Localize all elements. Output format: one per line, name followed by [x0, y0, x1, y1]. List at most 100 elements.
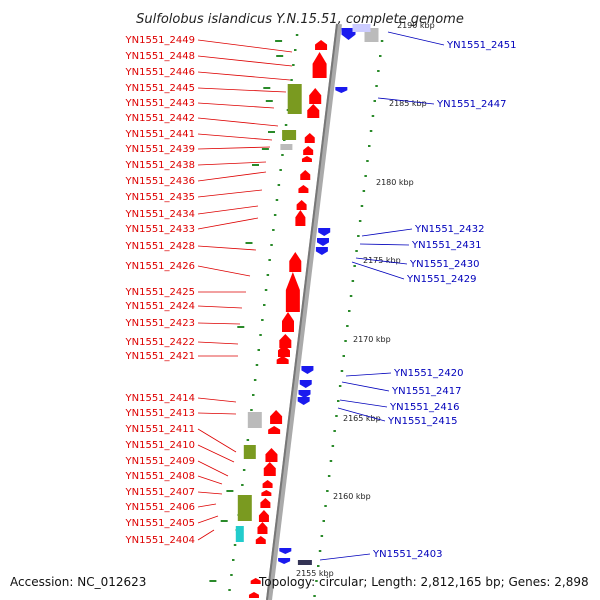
gc-tick-outer — [348, 310, 351, 312]
gc-tick-inner — [273, 214, 277, 216]
right-gene-label: YN1551_2417 — [391, 386, 462, 397]
gc-tick-inner — [275, 199, 279, 201]
gc-tick-inner — [292, 64, 295, 66]
gc-tick-outer — [340, 370, 344, 372]
forward-gene-arrow — [309, 88, 322, 104]
reverse-gene-arrow — [316, 238, 329, 246]
forward-gene-arrow — [277, 345, 290, 357]
forward-gene-arrow — [312, 52, 327, 78]
gc-skew-bar — [265, 100, 273, 102]
right-gene-label: YN1551_2451 — [446, 40, 517, 51]
left-gene-label: YN1551_2438 — [125, 160, 196, 171]
cyan-feature — [235, 526, 244, 542]
left-gene-label: YN1551_2423 — [125, 318, 196, 329]
left-gene-label: YN1551_2409 — [125, 456, 196, 467]
accession-text: Accession: NC_012623 — [10, 575, 146, 589]
left-gene-leader — [197, 428, 237, 453]
scale-label: 2160 kbp — [333, 492, 371, 501]
scale-label: 2190 kbp — [397, 21, 435, 30]
gc-skew-bar — [252, 164, 259, 166]
left-gene-leader — [197, 460, 229, 477]
left-gene-leader — [197, 161, 267, 166]
gc-tick-outer — [333, 430, 336, 432]
gc-tick-inner — [246, 439, 250, 441]
left-gene-label: YN1551_2433 — [125, 224, 196, 235]
right-gene-leader — [337, 407, 386, 422]
forward-gene-arrow — [295, 210, 306, 226]
left-gene-label: YN1551_2439 — [125, 144, 196, 155]
cog-feature — [287, 84, 302, 114]
scale-label: 2180 kbp — [376, 178, 414, 187]
gc-tick-outer — [371, 115, 375, 117]
reverse-gene-arrow — [315, 247, 328, 255]
left-gene-label: YN1551_2428 — [125, 241, 196, 252]
gc-tick-outer — [368, 145, 371, 147]
gc-tick-outer — [342, 355, 345, 357]
gc-tick-outer — [360, 205, 364, 207]
left-gene-label: YN1551_2443 — [125, 98, 196, 109]
gc-tick-outer — [380, 40, 384, 42]
gc-tick-outer — [362, 190, 366, 192]
scale-label: 2185 kbp — [389, 99, 427, 108]
left-gene-leader — [197, 341, 239, 345]
left-gene-label: YN1551_2406 — [125, 502, 196, 513]
scale-labels: 2190 kbp 2185 kbp 2180 kbp 2175 kbp 2170 kbp… — [296, 21, 435, 578]
right-gene-label: YN1551_2415 — [387, 416, 458, 427]
right-gene-label: YN1551_2416 — [389, 402, 460, 413]
left-gene-leader — [197, 171, 267, 182]
reverse-gene-arrow — [279, 548, 292, 554]
left-gene-leader — [197, 245, 257, 251]
other-feature — [280, 144, 293, 150]
gc-tick-inner — [232, 559, 235, 561]
left-gene-label: YN1551_2411 — [125, 424, 196, 435]
left-gene-leader — [197, 39, 293, 53]
forward-gene-arrow — [298, 185, 309, 193]
left-gene-label: YN1551_2434 — [125, 209, 196, 220]
right-gene-leader — [345, 372, 392, 377]
left-gene-label: YN1551_2414 — [125, 393, 196, 404]
left-gene-leader — [197, 117, 279, 127]
gc-tick-inner — [259, 334, 262, 336]
gc-tick-outer — [335, 415, 338, 417]
forward-gene-arrow — [257, 522, 268, 534]
forward-gene-arrow — [282, 312, 294, 332]
left-gene-label: YN1551_2404 — [125, 535, 196, 546]
forward-gene-arrow — [248, 592, 259, 598]
left-gene-label: YN1551_2424 — [125, 301, 196, 312]
forward-gene-arrow — [250, 578, 261, 584]
left-gene-leader — [197, 444, 235, 463]
gc-skew-bar — [237, 326, 245, 328]
gc-tick-inner — [255, 364, 259, 366]
gc-tick-outer — [373, 100, 376, 102]
cog-feature — [243, 445, 256, 459]
gc-tick-outer — [324, 505, 327, 507]
left-gene-leader — [197, 475, 223, 485]
scale-label: 2170 kbp — [353, 335, 391, 344]
gc-tick-outer — [379, 55, 382, 57]
topology-text: Topology: circular; Length: 2,812,165 bp… — [258, 575, 589, 589]
gc-tick-outer — [337, 400, 340, 402]
right-gene-leader — [355, 257, 408, 265]
left-gene-label: YN1551_2421 — [125, 351, 196, 362]
gc-skew-bar — [220, 520, 228, 522]
left-gene-label: YN1551_2410 — [125, 440, 196, 451]
gc-skew-bar — [263, 87, 271, 89]
scale-label: 2155 kbp — [296, 569, 334, 578]
gc-tick-inner — [294, 49, 297, 51]
gc-tick-inner — [277, 184, 281, 186]
right-gene-leader — [387, 31, 445, 46]
forward-gene-arrow — [315, 40, 328, 50]
left-gene-label: YN1551_2422 — [125, 337, 196, 348]
forward-gene-arrow — [304, 133, 315, 143]
forward-gene-arrow — [301, 156, 312, 162]
right-gene-leader — [339, 399, 388, 408]
left-gene-leader — [197, 412, 237, 415]
gc-tick-inner — [295, 34, 299, 36]
cog-feature — [237, 495, 252, 521]
forward-gene-arrow — [270, 410, 283, 424]
left-gene-label: YN1551_2445 — [125, 83, 196, 94]
gc-skew-bar — [275, 40, 283, 42]
left-gene-label: YN1551_2405 — [125, 518, 196, 529]
reverse-gene-arrow — [299, 380, 312, 388]
